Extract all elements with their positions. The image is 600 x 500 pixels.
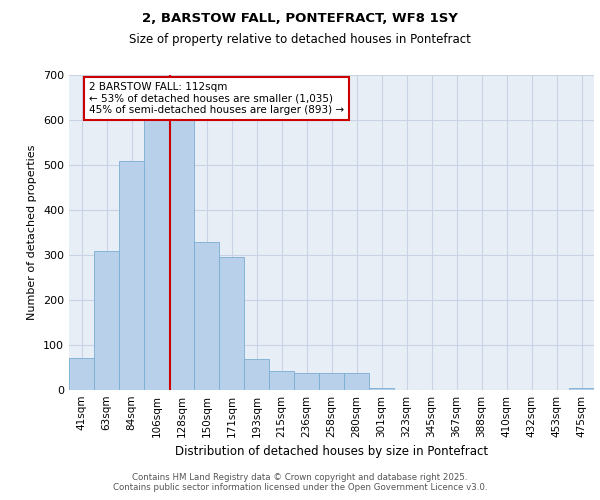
Bar (294, 373, 319, 390)
Bar (69, 358, 94, 390)
Bar (244, 360, 269, 390)
Bar (319, 373, 344, 390)
Text: 2 BARSTOW FALL: 112sqm
← 53% of detached houses are smaller (1,035)
45% of semi-: 2 BARSTOW FALL: 112sqm ← 53% of detached… (89, 82, 344, 115)
Bar (344, 373, 369, 390)
Bar (144, 109, 169, 390)
Bar (194, 242, 219, 390)
Bar (269, 371, 294, 390)
Text: Contains HM Land Registry data © Crown copyright and database right 2025.
Contai: Contains HM Land Registry data © Crown c… (113, 473, 487, 492)
Text: 2, BARSTOW FALL, PONTEFRACT, WF8 1SY: 2, BARSTOW FALL, PONTEFRACT, WF8 1SY (142, 12, 458, 26)
Y-axis label: Number of detached properties: Number of detached properties (28, 145, 37, 320)
Bar (219, 257, 244, 390)
Bar (169, 111, 194, 390)
X-axis label: Distribution of detached houses by size in Pontefract: Distribution of detached houses by size … (175, 446, 488, 458)
Bar (94, 250, 119, 390)
Bar (569, 388, 594, 390)
Bar (369, 388, 394, 390)
Text: Size of property relative to detached houses in Pontefract: Size of property relative to detached ho… (129, 32, 471, 46)
Bar (119, 160, 144, 390)
